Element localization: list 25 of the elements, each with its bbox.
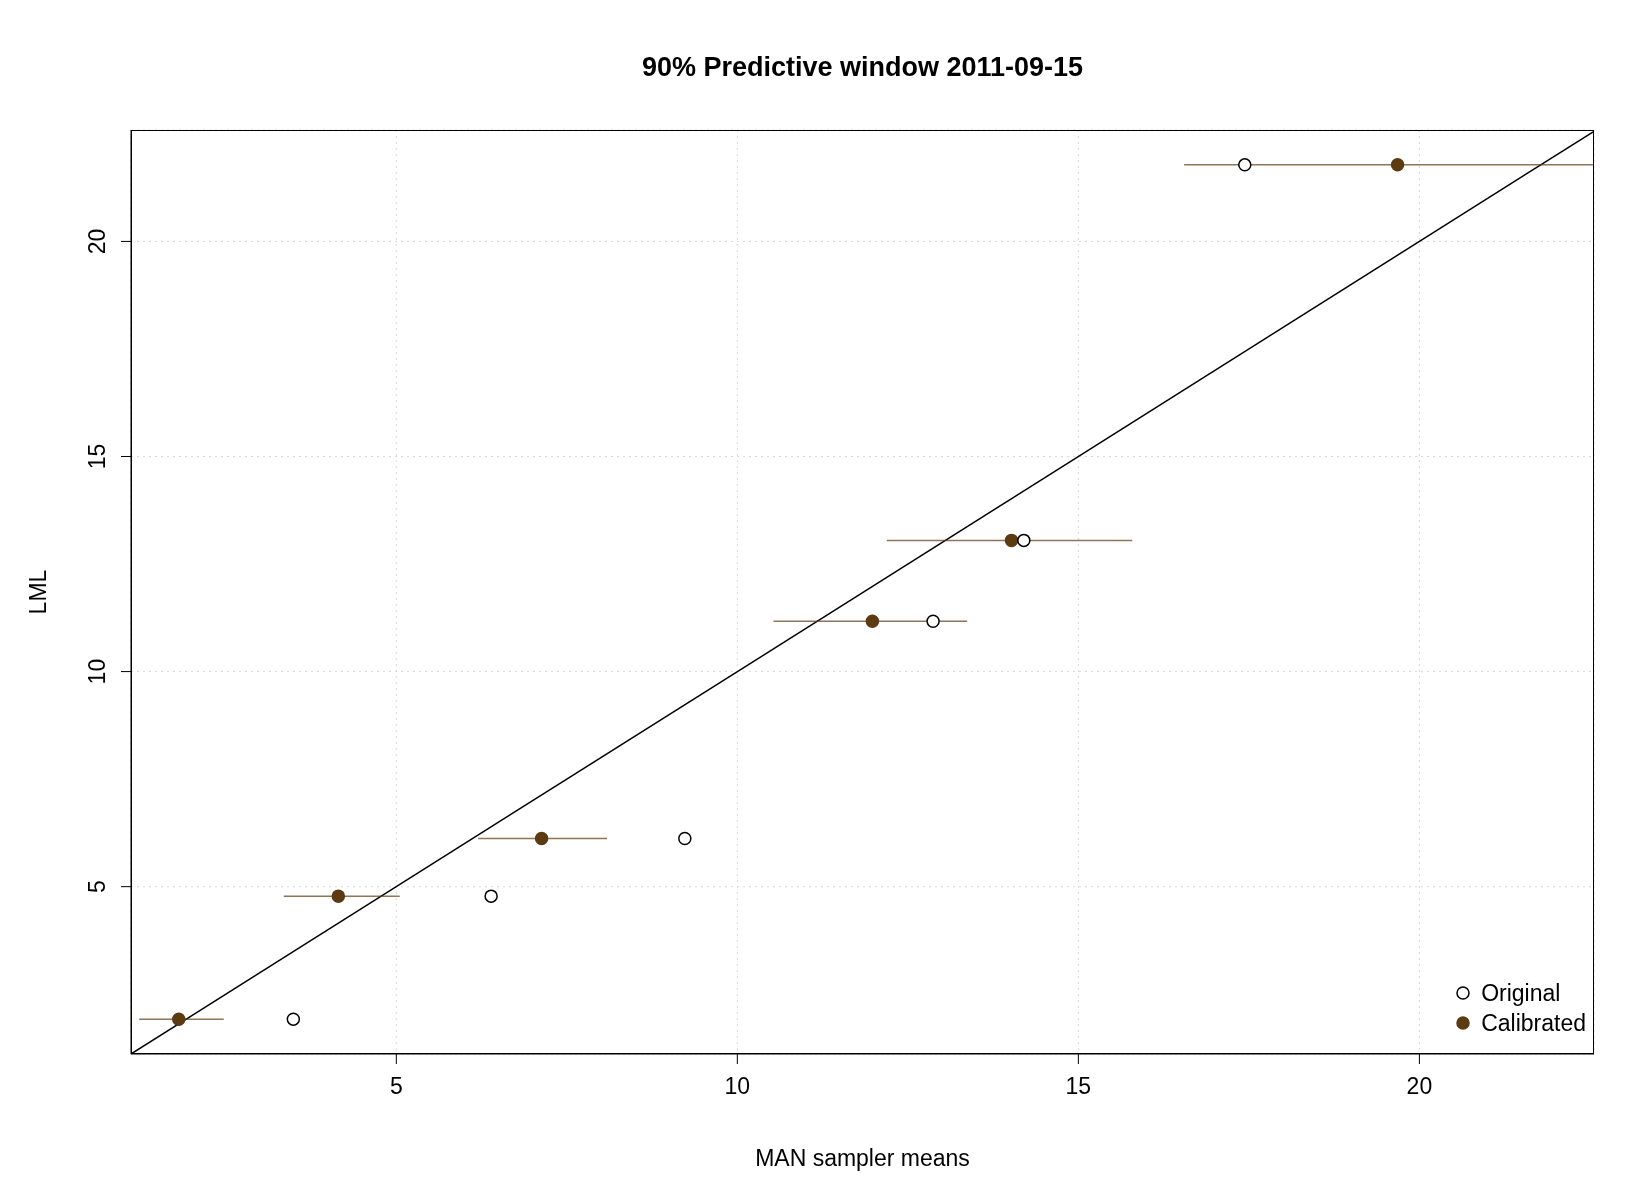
y-tick-label: 5	[84, 880, 110, 894]
x-tick-label: 5	[389, 1073, 403, 1100]
y-axis-title: LML	[24, 569, 52, 615]
y-tick-label: 10	[84, 658, 110, 685]
point	[171, 1012, 186, 1026]
y-tick-label: 20	[84, 228, 110, 255]
point	[331, 889, 346, 903]
point	[286, 1012, 301, 1026]
y-tick-label: 15	[84, 443, 110, 470]
x-tick-label: 20	[1406, 1073, 1433, 1100]
point	[865, 614, 880, 628]
point	[534, 831, 549, 846]
point	[678, 831, 692, 846]
point	[1017, 533, 1031, 548]
x-axis-title: MAN sampler means	[754, 1145, 971, 1172]
chart-title: 90% Predictive window 2011-09-15	[640, 52, 1085, 83]
point	[926, 614, 940, 628]
legend-label: Calibrated	[1481, 1009, 1586, 1037]
legend-label: Original	[1481, 979, 1561, 1007]
point	[1390, 158, 1405, 172]
point	[1238, 158, 1252, 172]
point	[1004, 533, 1019, 548]
point	[484, 889, 498, 903]
x-tick-label: 15	[1065, 1073, 1092, 1100]
x-tick-label: 10	[724, 1073, 751, 1100]
